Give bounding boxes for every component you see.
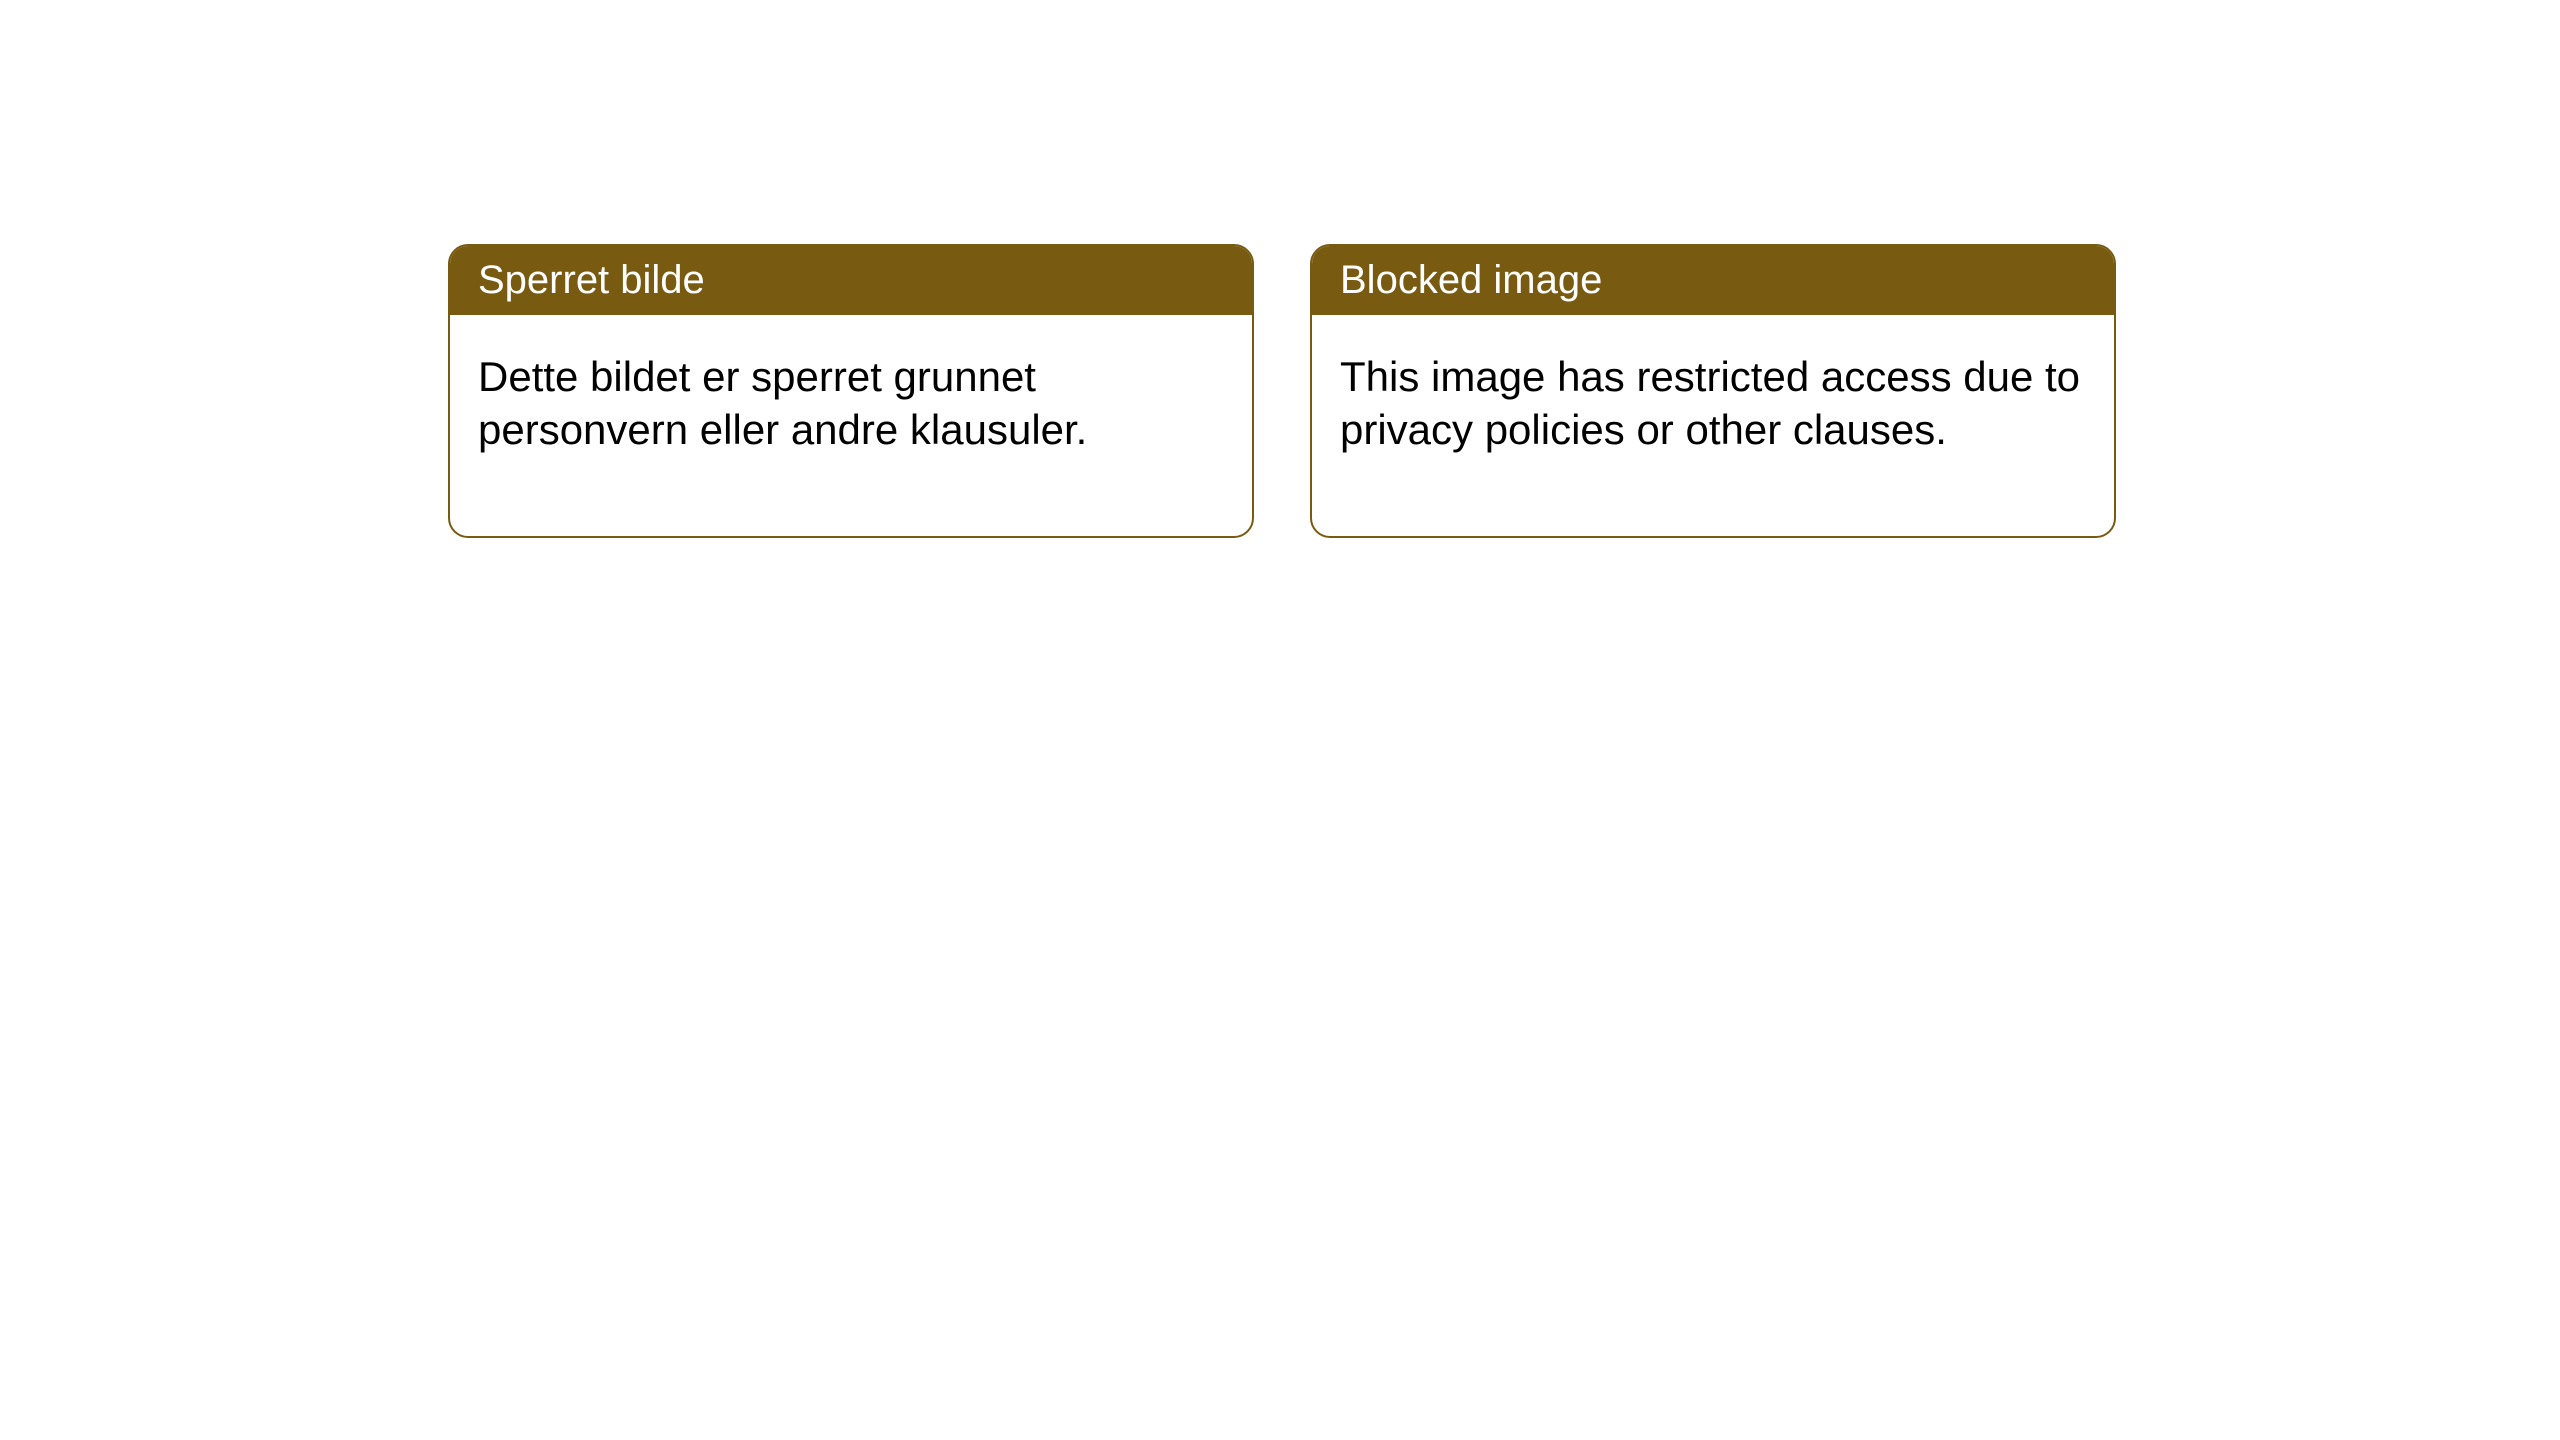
card-body: This image has restricted access due to … [1312,315,2114,536]
card-title: Sperret bilde [478,258,705,302]
card-header: Blocked image [1312,246,2114,315]
card-body-text: Dette bildet er sperret grunnet personve… [478,353,1087,453]
notice-card-english: Blocked image This image has restricted … [1310,244,2116,538]
card-title: Blocked image [1340,258,1602,302]
notice-card-norwegian: Sperret bilde Dette bildet er sperret gr… [448,244,1254,538]
card-body-text: This image has restricted access due to … [1340,353,2080,453]
card-header: Sperret bilde [450,246,1252,315]
notice-container: Sperret bilde Dette bildet er sperret gr… [0,0,2560,538]
card-body: Dette bildet er sperret grunnet personve… [450,315,1252,536]
